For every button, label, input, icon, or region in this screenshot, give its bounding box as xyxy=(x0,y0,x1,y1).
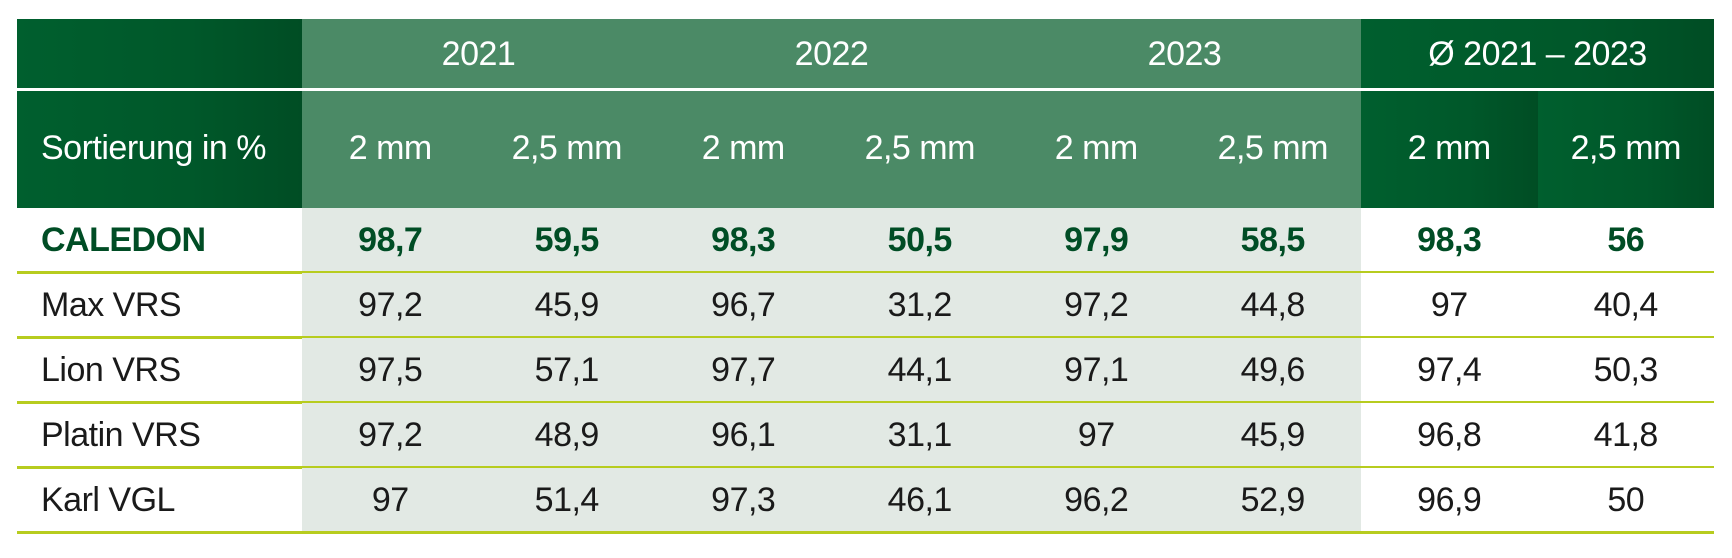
cell-value: 97,2 xyxy=(302,273,479,338)
cell-value: 98,3 xyxy=(655,208,832,273)
subcolumn-header: 2,5 mm xyxy=(1537,89,1714,208)
row-label: Lion VRS xyxy=(41,351,181,389)
row-separator xyxy=(17,271,1714,274)
cell-value: 31,1 xyxy=(831,403,1008,468)
row-label: Max VRS xyxy=(41,286,182,324)
corner-label: Sortierung in % xyxy=(17,89,302,208)
cell-value: 96,2 xyxy=(1008,468,1185,533)
cell-value: 97,2 xyxy=(1008,273,1185,338)
cell-value: 44,1 xyxy=(831,338,1008,403)
row-label: Platin VRS xyxy=(41,416,201,454)
cell-value: 97,7 xyxy=(655,338,832,403)
cell-value: 31,2 xyxy=(831,273,1008,338)
group-header: 2022 xyxy=(655,19,1008,89)
cell-value: 97,5 xyxy=(302,338,479,403)
row-separator xyxy=(17,336,1714,339)
subcolumn-header: 2,5 mm xyxy=(831,89,1008,208)
cell-value: 48,9 xyxy=(478,403,655,468)
group-header: Ø 2021 – 2023 xyxy=(1361,19,1714,89)
row-separator xyxy=(17,401,1714,404)
cell-value: 96,1 xyxy=(655,403,832,468)
cell-value: 97 xyxy=(1008,403,1185,468)
cell-value: 45,9 xyxy=(1184,403,1361,468)
subcolumn-header: 2 mm xyxy=(302,89,479,208)
row-label: Karl VGL xyxy=(41,481,175,519)
cell-value: 96,9 xyxy=(1361,468,1538,533)
group-header: 2023 xyxy=(1008,19,1361,89)
row-separator xyxy=(17,466,1714,469)
cell-value: 44,8 xyxy=(1184,273,1361,338)
row-separator xyxy=(17,531,1714,534)
group-header: 2021 xyxy=(302,19,655,89)
cell-value: 41,8 xyxy=(1537,403,1714,468)
cell-value: 96,7 xyxy=(655,273,832,338)
cell-value: 56 xyxy=(1537,208,1714,273)
cell-value: 57,1 xyxy=(478,338,655,403)
cell-value: 46,1 xyxy=(831,468,1008,533)
subcolumn-header: 2,5 mm xyxy=(1184,89,1361,208)
cell-value: 97 xyxy=(302,468,479,533)
cell-value: 50 xyxy=(1537,468,1714,533)
cell-value: 45,9 xyxy=(478,273,655,338)
cell-value: 49,6 xyxy=(1184,338,1361,403)
subcolumn-header: 2,5 mm xyxy=(478,89,655,208)
cell-value: 96,8 xyxy=(1361,403,1538,468)
cell-value: 97,1 xyxy=(1008,338,1185,403)
subcolumn-header: 2 mm xyxy=(655,89,832,208)
cell-value: 59,5 xyxy=(478,208,655,273)
cell-value: 40,4 xyxy=(1537,273,1714,338)
cell-value: 50,3 xyxy=(1537,338,1714,403)
cell-value: 50,5 xyxy=(831,208,1008,273)
cell-value: 98,7 xyxy=(302,208,479,273)
cell-value: 52,9 xyxy=(1184,468,1361,533)
cell-value: 97,3 xyxy=(655,468,832,533)
subcolumn-header: 2 mm xyxy=(1008,89,1185,208)
subcolumn-header: 2 mm xyxy=(1361,89,1538,208)
row-label: CALEDON xyxy=(41,221,206,259)
cell-value: 97,4 xyxy=(1361,338,1538,403)
header-corner-bg xyxy=(17,19,302,89)
cell-value: 97 xyxy=(1361,273,1538,338)
cell-value: 51,4 xyxy=(478,468,655,533)
header-divider xyxy=(17,88,1714,91)
cell-value: 97,9 xyxy=(1008,208,1185,273)
cell-value: 98,3 xyxy=(1361,208,1538,273)
cell-value: 97,2 xyxy=(302,403,479,468)
cell-value: 58,5 xyxy=(1184,208,1361,273)
